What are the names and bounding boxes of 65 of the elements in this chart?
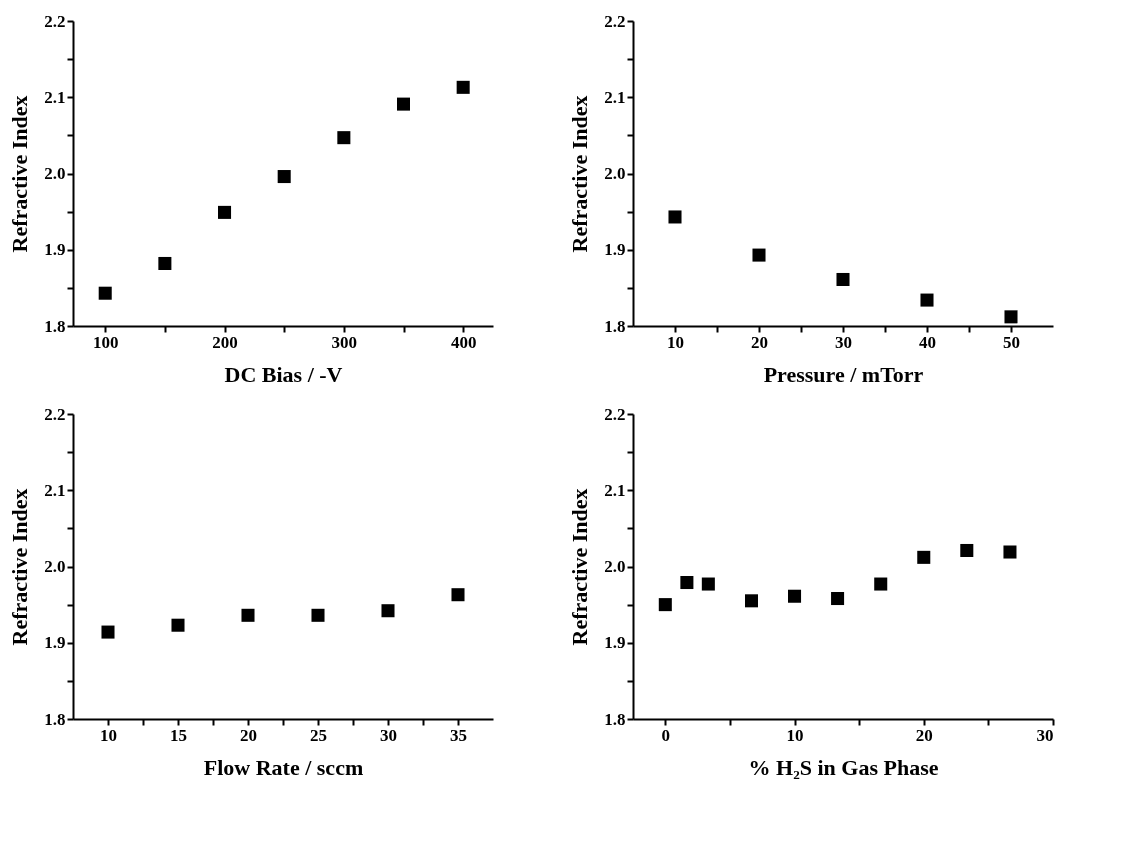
y-tick-label: 2.2	[44, 404, 66, 424]
point	[920, 293, 934, 307]
point	[752, 248, 766, 262]
point	[98, 286, 112, 300]
y-tick-label: 2.2	[604, 404, 626, 424]
y-tick-label: 2.0	[604, 164, 626, 183]
y-axis-title: Refractive Index	[7, 95, 33, 253]
x-tick-label: 15	[170, 725, 187, 745]
x-tick-label: 40	[919, 332, 936, 352]
y-tick-label: 2.0	[44, 164, 66, 183]
x-tick-label: 10	[667, 332, 684, 352]
x-axis-title: Flow Rate / sccm	[203, 754, 364, 780]
point	[218, 205, 232, 219]
x-tick-label: 20	[240, 725, 257, 745]
x-tick-label: 10	[100, 725, 117, 745]
point	[101, 625, 115, 639]
x-tick-label: 200	[212, 332, 238, 352]
point	[396, 97, 411, 111]
point	[311, 608, 325, 622]
x-tick-label: 100	[92, 332, 119, 352]
x-tick-label: 25	[310, 725, 327, 745]
point	[277, 170, 291, 184]
y-tick-label: 2.1	[604, 480, 626, 500]
y-tick-label: 2.2	[604, 11, 626, 31]
x-axis-title: DC Bias / -V	[224, 361, 343, 387]
point	[381, 604, 395, 618]
x-tick-label: 50	[1003, 332, 1020, 352]
point	[158, 256, 172, 270]
y-tick-label: 1.8	[44, 316, 66, 336]
x-tick-label: 300	[331, 332, 358, 352]
x-tick-label: 10	[786, 725, 804, 745]
point	[456, 80, 470, 94]
y-axis-title: Refractive Index	[567, 95, 593, 253]
x-tick-label: 30	[380, 725, 397, 745]
point	[1004, 310, 1018, 324]
y-axis-title: Refractive Index	[7, 488, 33, 646]
y-tick-label: 2.2	[44, 11, 66, 31]
point	[668, 210, 682, 224]
x-tick-label: 0	[661, 725, 671, 745]
x-tick-label: 20	[751, 332, 768, 352]
point	[241, 608, 255, 622]
y-tick-label: 2.1	[44, 87, 66, 107]
y-tick-label: 2.0	[44, 557, 66, 576]
y-tick-label: 1.8	[604, 709, 626, 729]
y-tick-label: 1.8	[604, 316, 626, 336]
point	[337, 131, 351, 145]
x-tick-label: 400	[450, 332, 477, 352]
y-tick-label: 2.1	[44, 480, 66, 500]
y-tick-label: 1.9	[44, 633, 66, 653]
point	[836, 272, 850, 287]
x-tick-label: 30	[835, 332, 852, 352]
y-tick-label: 1.9	[604, 633, 626, 653]
point	[451, 588, 465, 602]
y-tick-label: 1.9	[44, 240, 66, 260]
y-tick-label: 2.1	[604, 87, 626, 107]
y-tick-label: 2.0	[604, 557, 626, 576]
x-axis-title: Pressure / mTorr	[763, 361, 924, 387]
y-axis-title: Refractive Index	[567, 488, 593, 646]
point	[171, 618, 185, 632]
x-axis-title: % H₂S in Gas Phase	[748, 754, 939, 780]
x-tick-label: 35	[450, 725, 467, 745]
x-tick-label: 30	[1036, 725, 1054, 745]
y-tick-label: 1.8	[44, 709, 66, 729]
y-tick-label: 1.9	[604, 240, 626, 260]
x-tick-label: 20	[915, 725, 933, 745]
